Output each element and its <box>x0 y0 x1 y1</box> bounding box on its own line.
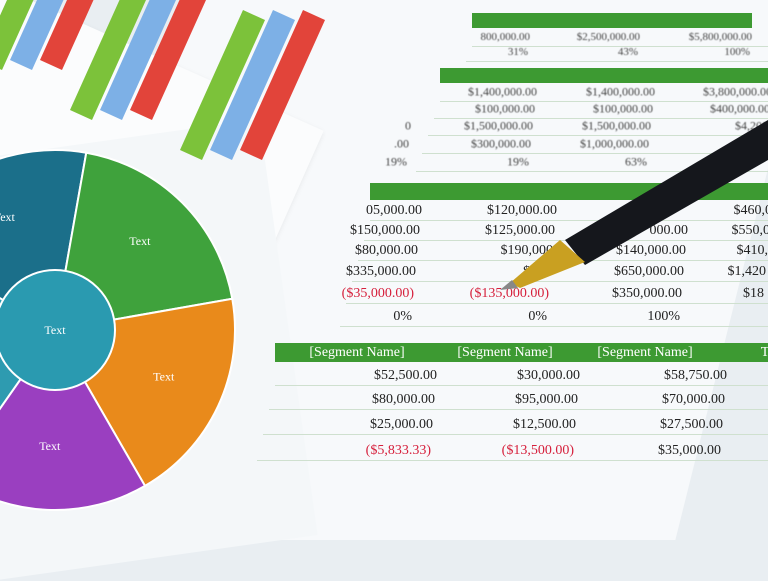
pen-icon <box>0 0 768 512</box>
